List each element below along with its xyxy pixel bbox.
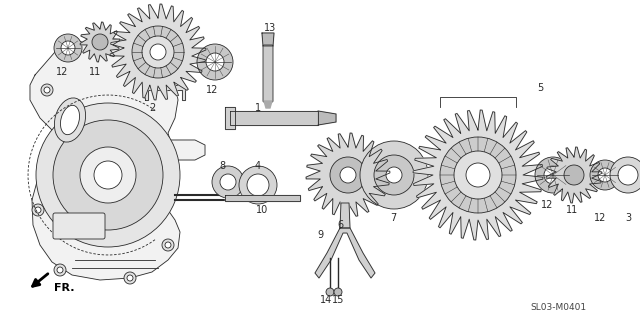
Polygon shape bbox=[30, 38, 205, 280]
Circle shape bbox=[53, 120, 163, 230]
Circle shape bbox=[61, 41, 75, 55]
Circle shape bbox=[162, 82, 168, 88]
Circle shape bbox=[44, 87, 50, 93]
Polygon shape bbox=[318, 111, 336, 125]
Circle shape bbox=[32, 204, 44, 216]
Polygon shape bbox=[306, 133, 390, 217]
Circle shape bbox=[150, 44, 166, 60]
Text: 8: 8 bbox=[219, 161, 225, 171]
Polygon shape bbox=[230, 111, 318, 125]
Circle shape bbox=[535, 157, 571, 193]
Text: 12: 12 bbox=[594, 213, 606, 223]
Circle shape bbox=[35, 207, 41, 213]
Text: 15: 15 bbox=[332, 295, 344, 305]
Circle shape bbox=[92, 34, 108, 50]
Text: 10: 10 bbox=[256, 205, 268, 215]
FancyBboxPatch shape bbox=[53, 213, 105, 239]
FancyBboxPatch shape bbox=[263, 45, 273, 102]
Circle shape bbox=[340, 167, 356, 183]
Circle shape bbox=[544, 166, 562, 184]
Circle shape bbox=[41, 84, 53, 96]
Circle shape bbox=[598, 168, 612, 182]
Text: 3: 3 bbox=[625, 213, 631, 223]
Circle shape bbox=[590, 160, 620, 190]
Circle shape bbox=[124, 272, 136, 284]
Circle shape bbox=[142, 36, 174, 68]
Text: 9: 9 bbox=[317, 230, 323, 240]
Circle shape bbox=[206, 53, 224, 71]
Circle shape bbox=[360, 141, 428, 209]
Circle shape bbox=[440, 137, 516, 213]
Circle shape bbox=[212, 166, 244, 198]
Text: SL03-M0401: SL03-M0401 bbox=[530, 303, 586, 313]
Polygon shape bbox=[225, 195, 300, 201]
Circle shape bbox=[36, 103, 180, 247]
Polygon shape bbox=[80, 22, 120, 62]
Polygon shape bbox=[110, 4, 206, 100]
Circle shape bbox=[220, 174, 236, 190]
Polygon shape bbox=[264, 101, 272, 108]
Circle shape bbox=[247, 174, 269, 196]
Polygon shape bbox=[262, 33, 274, 46]
Circle shape bbox=[54, 264, 66, 276]
Circle shape bbox=[618, 165, 638, 185]
Circle shape bbox=[239, 166, 277, 204]
Text: 11: 11 bbox=[89, 67, 101, 77]
Text: 12: 12 bbox=[56, 67, 68, 77]
Circle shape bbox=[466, 163, 490, 187]
Circle shape bbox=[330, 157, 366, 193]
Text: 2: 2 bbox=[149, 103, 155, 113]
Circle shape bbox=[162, 239, 174, 251]
Ellipse shape bbox=[60, 105, 79, 135]
Polygon shape bbox=[413, 110, 543, 240]
Polygon shape bbox=[340, 203, 350, 228]
Circle shape bbox=[57, 267, 63, 273]
Polygon shape bbox=[315, 228, 375, 278]
Circle shape bbox=[197, 44, 233, 80]
Text: 12: 12 bbox=[206, 85, 218, 95]
Polygon shape bbox=[225, 107, 235, 129]
Circle shape bbox=[132, 26, 184, 78]
Circle shape bbox=[127, 275, 133, 281]
Circle shape bbox=[165, 242, 171, 248]
Text: 11: 11 bbox=[566, 205, 578, 215]
Polygon shape bbox=[145, 85, 185, 100]
Circle shape bbox=[54, 34, 82, 62]
Circle shape bbox=[80, 147, 136, 203]
Circle shape bbox=[564, 165, 584, 185]
Text: 6: 6 bbox=[337, 220, 343, 230]
Text: 5: 5 bbox=[537, 83, 543, 93]
Polygon shape bbox=[546, 147, 602, 203]
Text: 13: 13 bbox=[264, 23, 276, 33]
Circle shape bbox=[334, 288, 342, 296]
Text: 12: 12 bbox=[541, 200, 553, 210]
Text: 7: 7 bbox=[390, 213, 396, 223]
Circle shape bbox=[386, 167, 402, 183]
Circle shape bbox=[326, 288, 334, 296]
Circle shape bbox=[94, 161, 122, 189]
Circle shape bbox=[610, 157, 640, 193]
Text: 4: 4 bbox=[255, 161, 261, 171]
Text: 14: 14 bbox=[320, 295, 332, 305]
Text: 1: 1 bbox=[255, 103, 261, 113]
Ellipse shape bbox=[54, 98, 86, 142]
Circle shape bbox=[374, 155, 414, 195]
Circle shape bbox=[454, 151, 502, 199]
Text: FR.: FR. bbox=[54, 283, 74, 293]
Circle shape bbox=[159, 79, 171, 91]
